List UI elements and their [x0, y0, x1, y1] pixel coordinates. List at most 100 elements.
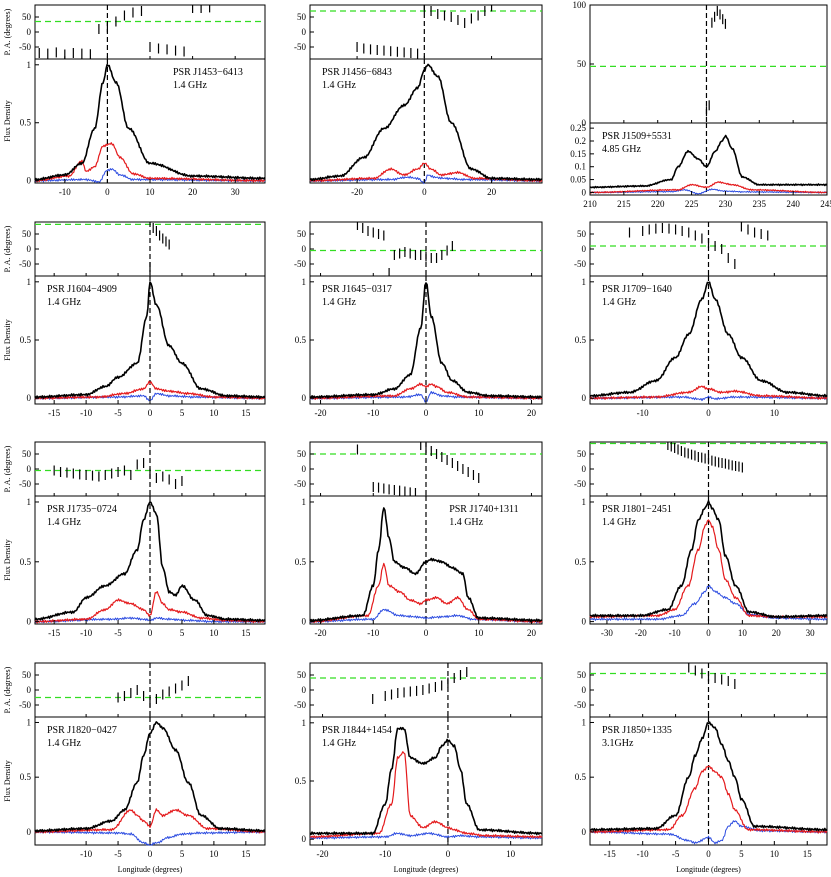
pa-axis-label: P. A. (degrees) — [3, 225, 12, 272]
pa-tick-label: -50 — [294, 700, 306, 710]
total-profile-line — [309, 63, 543, 182]
pulsar-name: PSR J1820−0427 — [47, 725, 117, 736]
x-tick-label: 20 — [188, 187, 198, 197]
flux-tick-label: 0.5 — [295, 557, 307, 567]
pulsar-name: PSR J1801−2451 — [602, 504, 672, 515]
circular-profile-line — [309, 832, 543, 840]
x-tick-label: -15 — [48, 408, 60, 418]
frequency-label: 4.85 GHz — [602, 144, 641, 155]
x-tick-label: -20 — [315, 628, 327, 638]
pa-frame — [309, 4, 543, 60]
panel-7: -50 0 50 0 0.5 1 -20 -10 0 10 20 PSR J1740+1311 1.4 … — [294, 441, 543, 638]
flux-tick-label: 1 — [302, 277, 307, 287]
frequency-label: 1.4 GHz — [47, 297, 81, 308]
x-tick-label: 0 — [148, 408, 153, 418]
x-tick-label: -30 — [601, 628, 613, 638]
frequency-label: 1.4 GHz — [47, 517, 81, 528]
x-tick-label: -15 — [604, 849, 616, 859]
flux-tick-label: 1 — [582, 497, 587, 507]
x-tick-label: 5 — [180, 408, 185, 418]
x-tick-label: 5 — [739, 849, 744, 859]
flux-tick-label: 0 — [27, 176, 32, 186]
pa-tick-label: 100 — [573, 0, 587, 10]
x-tick-label: 230 — [719, 199, 733, 209]
flux-tick-label: 1 — [302, 718, 307, 728]
pa-tick-label: -50 — [19, 479, 31, 489]
flux-tick-label: 0.5 — [575, 557, 587, 567]
linear-profile-line — [34, 590, 266, 624]
flux-tick-label: 0 — [27, 827, 32, 837]
x-tick-label: -10 — [80, 408, 92, 418]
pa-tick-label: 50 — [22, 449, 32, 459]
x-tick-label: -10 — [379, 849, 391, 859]
x-tick-label: 210 — [583, 199, 597, 209]
frequency-label: 1.4 GHz — [602, 297, 636, 308]
total-profile-line — [589, 721, 828, 832]
pa-tick-label: 50 — [297, 229, 307, 239]
linear-profile-line — [309, 751, 543, 839]
frequency-label: 1.4 GHz — [322, 80, 356, 91]
pa-tick-label: -50 — [294, 42, 306, 52]
linear-profile-line — [589, 765, 828, 834]
x-tick-label: -10 — [367, 628, 379, 638]
pa-tick-label: 0 — [302, 27, 307, 37]
x-tick-label: 10 — [506, 849, 516, 859]
x-tick-label: 0 — [105, 187, 110, 197]
flux-frame — [589, 122, 828, 196]
x-tick-label: -20 — [635, 628, 647, 638]
pa-tick-label: 50 — [577, 449, 587, 459]
pa-tick-label: 50 — [22, 12, 32, 22]
x-tick-label: 15 — [241, 408, 251, 418]
x-tick-label: 15 — [241, 849, 251, 859]
x-tick-label: 235 — [753, 199, 767, 209]
frequency-label: 1.4 GHz — [449, 517, 483, 528]
longitude-axis-label: Longitude (degrees) — [676, 865, 741, 874]
pa-tick-label: -50 — [294, 479, 306, 489]
flux-tick-label: 0 — [582, 393, 587, 403]
flux-tick-label: 0 — [582, 827, 587, 837]
pulsar-name: PSR J1604−4909 — [47, 284, 117, 295]
x-tick-label: 0 — [706, 849, 711, 859]
pa-tick-label: 0 — [582, 244, 587, 254]
panel-4: -50 0 50 0 0.5 1 -20 -10 0 10 20 PSR J1645−0317 1.4 … — [294, 221, 543, 418]
x-tick-label: 15 — [803, 849, 813, 859]
pa-tick-label: 50 — [22, 229, 32, 239]
pa-tick-label: 50 — [577, 59, 587, 69]
x-tick-label: -20 — [317, 849, 329, 859]
pa-tick-label: 0 — [582, 118, 587, 128]
pa-tick-label: -50 — [19, 700, 31, 710]
frequency-label: 3.1GHz — [602, 738, 634, 749]
flux-axis-label: Flux Density — [3, 319, 12, 361]
pulsar-name: PSR J1453−6413 — [173, 67, 243, 78]
pulsar-name: PSR J1645−0317 — [322, 284, 392, 295]
flux-tick-label: 1 — [27, 497, 32, 507]
pa-tick-label: 0 — [302, 685, 307, 695]
x-tick-label: 10 — [474, 408, 484, 418]
flux-tick-label: 1 — [302, 497, 307, 507]
total-profile-line — [309, 726, 543, 836]
flux-tick-label: 0.1 — [575, 162, 586, 172]
panel-0: -50 0 50 0 0.5 1 -10 0 10 20 30 PSR J1453−6413 1.4 G… — [3, 4, 266, 197]
frequency-label: 1.4 GHz — [47, 738, 81, 749]
pa-axis-label: P. A. (degrees) — [3, 8, 12, 55]
pa-tick-label: 0 — [582, 685, 587, 695]
panel-2: 0 50 100 0 0.05 0.1 0.15 0.2 0.25 210 215 220 225 230… — [570, 0, 831, 209]
pa-frame — [309, 662, 543, 718]
total-profile-line — [34, 721, 266, 833]
x-tick-label: -5 — [114, 849, 122, 859]
panel-8: -50 0 50 0 0.5 1 -30 -20 -10 0 10 20 30 PSR J1801−245… — [574, 441, 828, 638]
total-profile-line — [34, 281, 266, 399]
x-tick-label: -10 — [80, 628, 92, 638]
flux-tick-label: 0 — [27, 617, 32, 627]
x-tick-label: 0 — [446, 849, 451, 859]
flux-axis-label: Flux Density — [3, 100, 12, 142]
x-tick-label: 10 — [209, 628, 219, 638]
pa-tick-label: 50 — [297, 670, 307, 680]
panel-10: -50 0 50 0 0.5 1 -20 -10 0 10 PSR J1844+1454 1.4 GH… — [294, 662, 543, 874]
pa-tick-label: -50 — [574, 479, 586, 489]
flux-tick-label: 1 — [27, 717, 32, 727]
pa-tick-label: 0 — [27, 244, 32, 254]
